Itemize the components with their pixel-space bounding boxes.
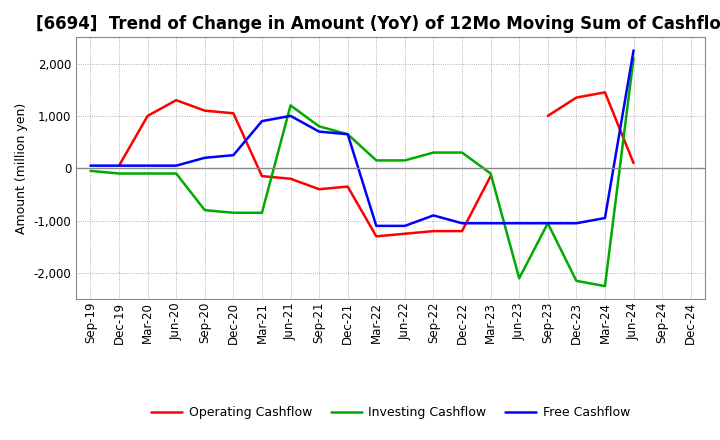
Operating Cashflow (486, 173, 495, 179)
Operating Cashflow (400, 231, 409, 236)
Operating Cashflow (143, 113, 152, 118)
Free Cashflow (458, 220, 467, 226)
Line: Investing Cashflow: Investing Cashflow (91, 58, 634, 286)
Operating Cashflow (200, 108, 209, 113)
Investing Cashflow (315, 124, 323, 129)
Investing Cashflow (458, 150, 467, 155)
Investing Cashflow (572, 278, 581, 283)
Investing Cashflow (515, 275, 523, 281)
Operating Cashflow (458, 228, 467, 234)
Operating Cashflow (258, 173, 266, 179)
Free Cashflow (515, 220, 523, 226)
Investing Cashflow (429, 150, 438, 155)
Operating Cashflow (114, 163, 123, 168)
Investing Cashflow (629, 55, 638, 61)
Investing Cashflow (114, 171, 123, 176)
Title: [6694]  Trend of Change in Amount (YoY) of 12Mo Moving Sum of Cashflows: [6694] Trend of Change in Amount (YoY) o… (35, 15, 720, 33)
Free Cashflow (486, 220, 495, 226)
Investing Cashflow (258, 210, 266, 216)
Free Cashflow (629, 48, 638, 53)
Investing Cashflow (86, 168, 95, 173)
Operating Cashflow (287, 176, 295, 181)
Operating Cashflow (229, 110, 238, 116)
Free Cashflow (258, 118, 266, 124)
Free Cashflow (343, 132, 352, 137)
Free Cashflow (114, 163, 123, 168)
Operating Cashflow (315, 187, 323, 192)
Operating Cashflow (429, 228, 438, 234)
Operating Cashflow (172, 98, 181, 103)
Free Cashflow (544, 220, 552, 226)
Investing Cashflow (143, 171, 152, 176)
Investing Cashflow (343, 132, 352, 137)
Line: Free Cashflow: Free Cashflow (91, 51, 634, 226)
Line: Operating Cashflow: Operating Cashflow (119, 100, 490, 236)
Free Cashflow (143, 163, 152, 168)
Operating Cashflow (343, 184, 352, 189)
Y-axis label: Amount (million yen): Amount (million yen) (15, 103, 28, 234)
Free Cashflow (86, 163, 95, 168)
Free Cashflow (572, 220, 581, 226)
Legend: Operating Cashflow, Investing Cashflow, Free Cashflow: Operating Cashflow, Investing Cashflow, … (146, 401, 635, 424)
Free Cashflow (315, 129, 323, 134)
Free Cashflow (400, 223, 409, 228)
Investing Cashflow (486, 171, 495, 176)
Free Cashflow (600, 216, 609, 221)
Investing Cashflow (287, 103, 295, 108)
Free Cashflow (429, 213, 438, 218)
Free Cashflow (372, 223, 381, 228)
Investing Cashflow (544, 220, 552, 226)
Investing Cashflow (372, 158, 381, 163)
Free Cashflow (200, 155, 209, 161)
Operating Cashflow (372, 234, 381, 239)
Free Cashflow (172, 163, 181, 168)
Investing Cashflow (200, 208, 209, 213)
Investing Cashflow (400, 158, 409, 163)
Free Cashflow (287, 113, 295, 118)
Investing Cashflow (172, 171, 181, 176)
Investing Cashflow (229, 210, 238, 216)
Investing Cashflow (600, 283, 609, 289)
Free Cashflow (229, 153, 238, 158)
